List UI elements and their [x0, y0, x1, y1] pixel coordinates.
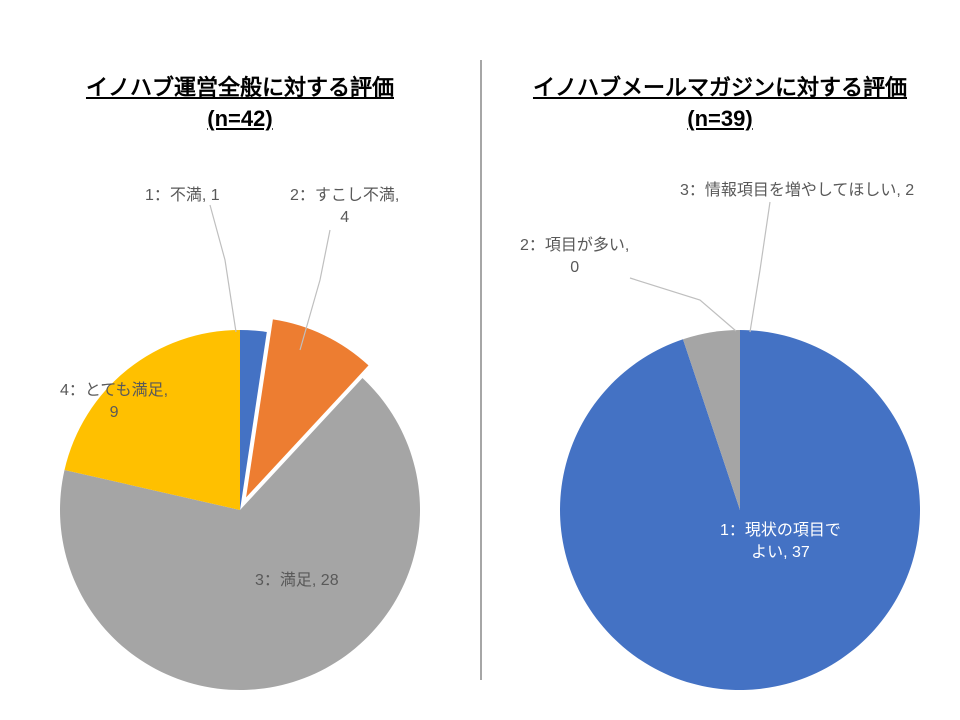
right-slice2-label-l2: 0 [570, 259, 579, 276]
left-slice2-label: 2：すこし不満, 4 [290, 185, 399, 228]
right-panel: イノハブメールマガジンに対する評価 (n=39) 1：現状の項目で よい, 37… [480, 0, 960, 720]
left-slice3-label: 3：満足, 28 [255, 570, 339, 592]
right-title-line1: イノハブメールマガジンに対する評価 [533, 70, 907, 102]
left-title: イノハブ運営全般に対する評価 (n=42) [0, 70, 480, 132]
left-panel: イノハブ運営全般に対する評価 (n=42) 1：不満, 1 2：すこし不満, 4… [0, 0, 480, 720]
right-slice1-label-l2: よい, 37 [751, 544, 810, 561]
left-slice4-label-l2: 9 [110, 404, 119, 421]
left-slice4-label-l1: 4：とても満足, [60, 382, 168, 399]
left-title-line1: イノハブ運営全般に対する評価 [86, 70, 394, 102]
right-slice1-label-l1: 1：現状の項目で [720, 522, 841, 539]
page: イノハブ運営全般に対する評価 (n=42) 1：不満, 1 2：すこし不満, 4… [0, 0, 960, 720]
right-title: イノハブメールマガジンに対する評価 (n=39) [480, 70, 960, 132]
left-slice4-label: 4：とても満足, 9 [60, 380, 168, 423]
right-title-line2: (n=39) [480, 106, 960, 132]
left-title-line2: (n=42) [0, 106, 480, 132]
right-slice1-label: 1：現状の項目で よい, 37 [720, 520, 841, 563]
left-chart: 1：不満, 1 2：すこし不満, 4 3：満足, 28 4：とても満足, 9 [0, 150, 480, 690]
right-chart: 1：現状の項目で よい, 37 2：項目が多い, 0 3：情報項目を増やしてほし… [480, 150, 960, 690]
left-slice2-label-l2: 4 [340, 209, 349, 226]
left-slice1-label: 1：不満, 1 [145, 185, 220, 207]
right-slice2-label: 2：項目が多い, 0 [520, 235, 629, 278]
right-pie-svg [480, 150, 960, 690]
right-slice2-label-l1: 2：項目が多い, [520, 237, 629, 254]
left-slice2-label-l1: 2：すこし不満, [290, 187, 399, 204]
right-slice3-label: 3：情報項目を増やしてほしい, 2 [680, 180, 914, 202]
